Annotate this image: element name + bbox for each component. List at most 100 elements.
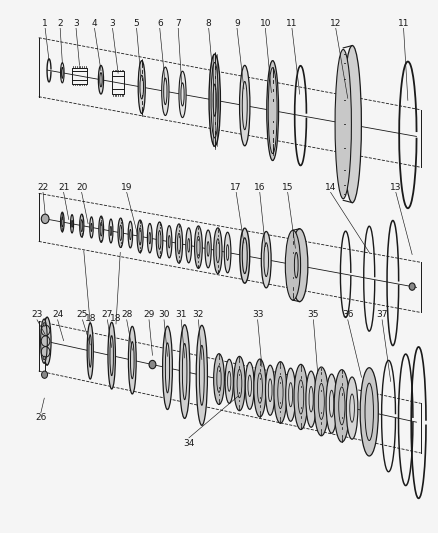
Text: 12: 12 [330, 19, 342, 28]
Circle shape [43, 356, 46, 360]
Text: 15: 15 [282, 183, 293, 191]
Circle shape [43, 322, 46, 326]
Text: 30: 30 [158, 310, 170, 319]
Ellipse shape [87, 323, 93, 379]
Ellipse shape [90, 217, 93, 238]
Ellipse shape [360, 368, 378, 456]
Text: 25: 25 [77, 310, 88, 319]
Circle shape [42, 371, 48, 378]
Text: 22: 22 [37, 183, 49, 191]
Text: 31: 31 [176, 310, 187, 319]
Circle shape [41, 214, 49, 223]
Text: 23: 23 [31, 310, 42, 319]
Ellipse shape [108, 322, 116, 389]
Ellipse shape [80, 214, 84, 237]
Ellipse shape [118, 218, 124, 247]
Ellipse shape [240, 66, 250, 146]
Ellipse shape [274, 362, 287, 423]
Ellipse shape [240, 228, 250, 283]
Ellipse shape [346, 377, 358, 439]
Text: 18: 18 [110, 314, 122, 323]
Ellipse shape [41, 319, 47, 363]
Ellipse shape [138, 61, 145, 114]
Ellipse shape [214, 228, 222, 273]
Ellipse shape [261, 231, 271, 288]
Ellipse shape [224, 232, 231, 273]
Text: 36: 36 [342, 310, 353, 319]
Text: 6: 6 [157, 19, 162, 28]
Ellipse shape [194, 226, 202, 269]
Ellipse shape [225, 359, 233, 403]
Ellipse shape [175, 224, 183, 263]
Ellipse shape [294, 365, 308, 430]
Ellipse shape [234, 357, 245, 411]
Ellipse shape [179, 71, 186, 118]
Text: 28: 28 [121, 310, 132, 319]
Ellipse shape [214, 354, 224, 405]
Ellipse shape [99, 66, 103, 94]
Text: 3: 3 [73, 19, 79, 28]
Ellipse shape [254, 359, 266, 417]
Ellipse shape [60, 212, 64, 232]
Text: 34: 34 [183, 439, 194, 448]
Ellipse shape [267, 61, 279, 160]
Ellipse shape [162, 326, 173, 409]
Ellipse shape [314, 367, 328, 436]
Text: 21: 21 [58, 183, 69, 191]
Text: 11: 11 [286, 19, 298, 28]
Ellipse shape [60, 63, 64, 83]
Text: 4: 4 [92, 19, 97, 28]
Ellipse shape [286, 368, 296, 421]
Ellipse shape [306, 371, 316, 427]
Ellipse shape [128, 326, 136, 394]
Text: 11: 11 [398, 19, 410, 28]
Text: 9: 9 [234, 19, 240, 28]
Ellipse shape [245, 362, 254, 409]
Text: 26: 26 [35, 414, 46, 423]
Text: 24: 24 [52, 310, 63, 319]
Text: 35: 35 [307, 310, 319, 319]
Text: 8: 8 [206, 19, 212, 28]
Ellipse shape [180, 325, 190, 418]
Circle shape [149, 360, 156, 369]
Text: 7: 7 [175, 19, 181, 28]
Text: 19: 19 [121, 183, 132, 191]
Text: 13: 13 [390, 183, 402, 191]
Text: 33: 33 [252, 310, 263, 319]
Text: 37: 37 [376, 310, 388, 319]
Ellipse shape [334, 370, 350, 442]
Ellipse shape [335, 50, 351, 199]
Ellipse shape [209, 54, 220, 146]
Ellipse shape [162, 67, 169, 116]
Text: 3: 3 [110, 19, 116, 28]
Text: 20: 20 [76, 183, 87, 191]
Text: 18: 18 [85, 314, 96, 323]
Text: 10: 10 [260, 19, 271, 28]
Ellipse shape [137, 220, 143, 253]
Ellipse shape [43, 317, 51, 365]
Ellipse shape [128, 221, 133, 248]
Ellipse shape [285, 230, 300, 300]
Ellipse shape [109, 219, 113, 243]
Ellipse shape [196, 325, 208, 425]
Text: 32: 32 [193, 310, 204, 319]
Text: 14: 14 [325, 183, 336, 191]
Ellipse shape [205, 230, 211, 268]
Ellipse shape [99, 216, 104, 243]
Ellipse shape [166, 225, 172, 258]
Ellipse shape [148, 223, 152, 253]
Circle shape [409, 283, 415, 290]
Text: 2: 2 [57, 19, 63, 28]
Ellipse shape [326, 374, 337, 433]
Text: 1: 1 [42, 19, 48, 28]
Ellipse shape [186, 228, 191, 263]
Text: 29: 29 [143, 310, 155, 319]
Ellipse shape [343, 45, 361, 203]
Ellipse shape [291, 229, 308, 302]
Ellipse shape [156, 222, 163, 258]
Ellipse shape [265, 365, 275, 415]
Text: 17: 17 [230, 183, 242, 191]
Text: 5: 5 [134, 19, 139, 28]
Ellipse shape [71, 215, 74, 233]
Text: 16: 16 [254, 183, 265, 191]
